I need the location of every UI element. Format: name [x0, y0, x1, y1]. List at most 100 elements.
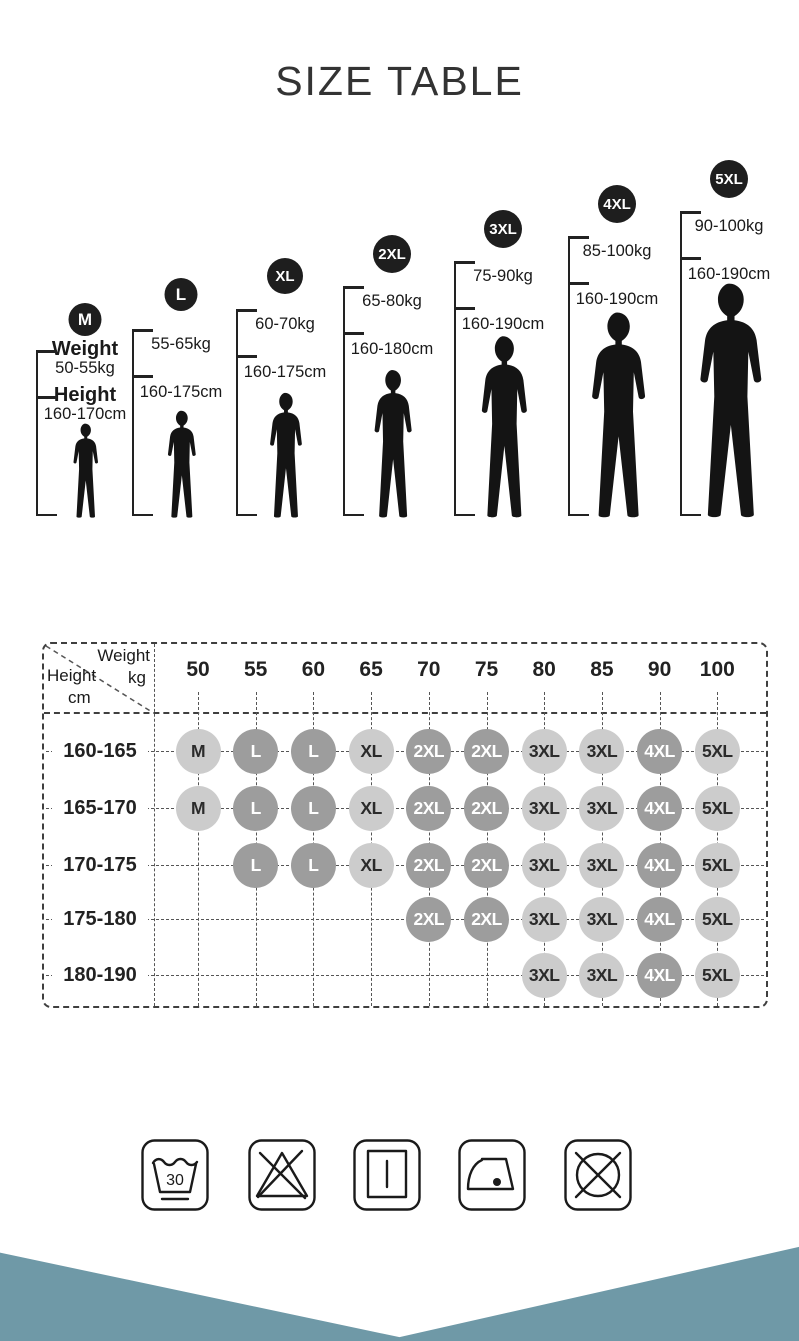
size-cell: L [233, 842, 279, 888]
size-cell: 4XL [637, 785, 683, 831]
size-cell: 3XL [579, 952, 625, 998]
weight-range: 85-100kg [582, 242, 652, 260]
height-row-header: 160-165 [52, 737, 148, 765]
size-cell: 2XL [406, 785, 452, 831]
size-cell: 4XL [637, 952, 683, 998]
corner-row-label: Height [47, 666, 97, 685]
size-cell: 3XL [521, 952, 567, 998]
weight-col-header: 65 [359, 658, 383, 681]
size-cell: 2XL [464, 842, 509, 888]
measure-bracket [132, 329, 156, 516]
size-cell: 4XL [637, 896, 683, 942]
size-cell: 2XL [406, 842, 452, 888]
size-cell: 3XL [579, 842, 625, 888]
header-divider-line [154, 644, 155, 1006]
size-cell: L [233, 728, 279, 774]
size-cell: M [175, 785, 221, 831]
size-cell: 3XL [521, 728, 567, 774]
man-silhouette [481, 336, 527, 518]
height-row-header: 165-170 [52, 794, 148, 822]
size-cell: L [290, 842, 336, 888]
weight-col-header: 50 [186, 658, 210, 681]
size-badge: 2XL [373, 235, 411, 273]
weight-range: 50-55kg [55, 359, 115, 377]
figure-l: L 55-65kg 160-175cm [116, 275, 246, 520]
row-grid-line [46, 865, 764, 866]
measure-bracket [568, 236, 592, 516]
measure-bracket [680, 211, 704, 516]
column-grid-line [198, 692, 199, 1006]
height-range: 160-175cm [243, 363, 327, 381]
figure-2xl: 2XL 65-80kg 160-180cm [327, 232, 457, 520]
height-range: 160-190cm [687, 265, 771, 283]
size-badge: 5XL [710, 160, 748, 198]
size-cell: XL [348, 842, 394, 888]
weight-col-header: 85 [590, 658, 614, 681]
man-silhouette [270, 392, 302, 518]
weight-col-header: 80 [532, 658, 556, 681]
figure-m: M Weight 50-55kg Height 160-170cm [20, 300, 150, 520]
matrix-corner-cell: Weight kg Height cm [44, 644, 154, 714]
iron-one-dot-icon [458, 1139, 526, 1211]
height-range: 160-180cm [350, 340, 434, 358]
size-badge: XL [267, 258, 303, 294]
weight-range: 60-70kg [255, 315, 315, 333]
size-cell: 3XL [579, 785, 625, 831]
figure-4xl: 4XL 85-100kg 160-190cm [552, 182, 682, 520]
weight-col-header: 55 [244, 658, 268, 681]
bottom-chevron-decor [0, 1246, 799, 1341]
weight-col-header: 70 [417, 658, 441, 681]
page-title: SIZE TABLE [275, 58, 524, 104]
size-cell: 3XL [579, 896, 625, 942]
height-row-header: 170-175 [52, 851, 148, 879]
measure-bracket [236, 309, 260, 516]
size-cell: 3XL [521, 785, 567, 831]
diagonal-divider-line [45, 645, 153, 713]
header-separator-line [44, 712, 766, 714]
man-silhouette [700, 283, 762, 518]
size-cell: 2XL [464, 728, 509, 774]
size-badge: M [68, 303, 102, 336]
weight-range: 75-90kg [473, 267, 533, 285]
weight-col-header: 90 [647, 658, 672, 681]
height-range: 160-175cm [139, 383, 223, 401]
measure-bracket [454, 261, 478, 516]
height-range: 160-190cm [575, 290, 659, 308]
row-grid-line [46, 975, 764, 976]
weight-range: 55-65kg [151, 335, 211, 353]
drip-dry-icon [353, 1139, 421, 1211]
size-cell: 2XL [464, 896, 509, 942]
size-cell: 4XL [637, 728, 683, 774]
man-silhouette [592, 312, 646, 518]
size-cell: 5XL [694, 952, 740, 998]
figure-5xl: 5XL 90-100kg 160-190cm [664, 157, 794, 520]
size-cell: 2XL [406, 896, 452, 942]
corner-col-label: Weight [97, 646, 150, 665]
man-silhouette [167, 410, 196, 518]
row-grid-line [46, 751, 764, 752]
do-not-tumble-dry-icon [564, 1139, 632, 1211]
row-grid-line [46, 919, 764, 920]
figure-xl: XL 60-70kg 160-175cm [220, 255, 350, 520]
weight-col-header: 75 [474, 658, 499, 681]
size-badge: 3XL [484, 210, 522, 248]
corner-row-unit: cm [68, 688, 91, 707]
size-cell: 2XL [406, 728, 452, 774]
weight-label: Weight [51, 338, 119, 360]
size-cell: 3XL [521, 842, 567, 888]
weight-col-header: 60 [301, 658, 326, 681]
weight-range: 65-80kg [362, 292, 422, 310]
size-cell: L [290, 785, 336, 831]
measure-bracket [36, 350, 60, 516]
size-cell: 3XL [579, 728, 625, 774]
corner-col-unit: kg [128, 668, 146, 687]
row-grid-line [46, 808, 764, 809]
size-cell: 5XL [694, 728, 740, 774]
weight-col-header: 100 [699, 658, 735, 681]
size-cell: 3XL [521, 896, 567, 942]
size-cell: L [290, 728, 336, 774]
do-not-bleach-icon [248, 1139, 316, 1211]
man-silhouette [73, 423, 98, 518]
height-range: 160-190cm [461, 315, 545, 333]
